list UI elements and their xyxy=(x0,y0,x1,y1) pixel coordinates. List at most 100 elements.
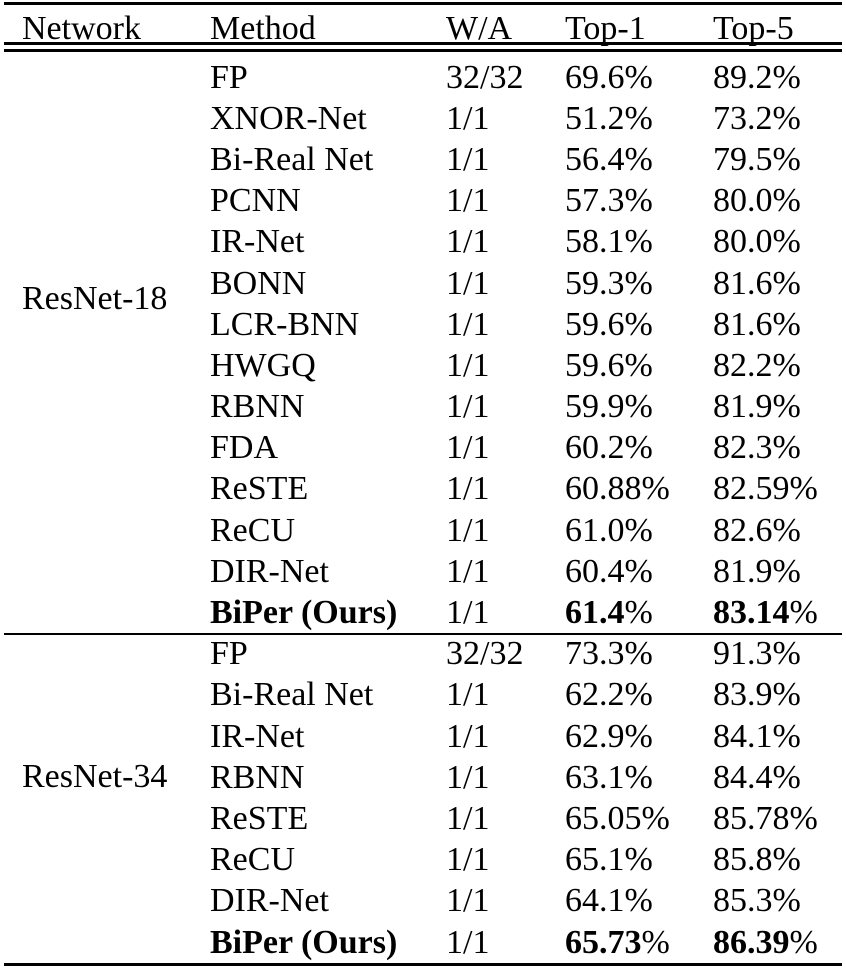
top1-value: 57.3 xyxy=(565,182,625,220)
wa-cell: 1/1 xyxy=(446,140,490,178)
top1-cell: 57.3% xyxy=(543,181,691,222)
top1-cell: 61.4% xyxy=(543,592,691,633)
rule-section-divider xyxy=(4,633,842,635)
top5-cell: 82.3% xyxy=(691,428,846,469)
percent-sign: % xyxy=(772,841,801,879)
wa-cell: 1/1 xyxy=(446,388,490,426)
top1-cell: 65.1% xyxy=(543,840,691,881)
top5-cell: 83.9% xyxy=(691,675,846,716)
percent-sign: % xyxy=(772,676,801,714)
top1-value: 63.1 xyxy=(565,758,625,796)
top5-cell: 81.9% xyxy=(691,551,846,592)
method-cell: ReCU xyxy=(210,841,295,879)
top1-value: 61.0 xyxy=(565,511,625,549)
percent-sign: % xyxy=(624,58,653,96)
top1-value: 73.3 xyxy=(565,635,625,673)
top5-cell: 84.4% xyxy=(691,757,846,798)
top1-value: 59.3 xyxy=(565,264,625,302)
wa-cell: 1/1 xyxy=(446,99,490,137)
top5-value: 85.78 xyxy=(713,799,790,837)
top5-cell: 83.14% xyxy=(691,592,846,633)
top5-value: 89.2 xyxy=(713,58,773,96)
percent-sign: % xyxy=(624,182,653,220)
rule-top xyxy=(4,2,842,5)
wa-cell: 32/32 xyxy=(446,635,524,673)
top1-cell: 73.3% xyxy=(543,634,691,675)
method-cell: LCR-BNN xyxy=(210,305,360,343)
top1-cell: 62.2% xyxy=(543,675,691,716)
wa-cell: 32/32 xyxy=(446,58,524,96)
method-cell: ReSTE xyxy=(210,799,309,837)
top5-value: 82.2 xyxy=(713,346,773,384)
top5-value: 82.6 xyxy=(713,511,773,549)
top5-value: 86.39 xyxy=(713,923,790,961)
percent-sign: % xyxy=(772,182,801,220)
top5-value: 82.3 xyxy=(713,429,773,467)
wa-cell: 1/1 xyxy=(446,264,490,302)
rule-header-double-2 xyxy=(4,49,842,52)
top1-cell: 59.6% xyxy=(543,345,691,386)
column-header-wa: W/A xyxy=(446,9,513,47)
method-cell: FP xyxy=(210,58,248,96)
top1-value: 60.2 xyxy=(565,429,625,467)
method-cell: Bi-Real Net xyxy=(210,676,374,714)
top1-value: 62.9 xyxy=(565,717,625,755)
method-cell: Bi-Real Net xyxy=(210,140,374,178)
percent-sign: % xyxy=(789,594,818,632)
wa-cell: 1/1 xyxy=(446,305,490,343)
top1-value: 59.9 xyxy=(565,388,625,426)
top1-value: 65.05 xyxy=(565,799,642,837)
percent-sign: % xyxy=(624,264,653,302)
method-cell: DIR-Net xyxy=(210,552,329,590)
top1-value: 60.4 xyxy=(565,552,625,590)
top1-cell: 60.4% xyxy=(543,551,691,592)
top5-cell: 82.6% xyxy=(691,510,846,551)
top5-value: 81.9 xyxy=(713,388,773,426)
top5-value: 81.6 xyxy=(713,305,773,343)
column-header-method: Method xyxy=(210,9,316,47)
top5-cell: 80.0% xyxy=(691,181,846,222)
percent-sign: % xyxy=(624,676,653,714)
percent-sign: % xyxy=(772,140,801,178)
top1-value: 51.2 xyxy=(565,99,625,137)
method-cell: ReSTE xyxy=(210,470,309,508)
top1-cell: 69.6% xyxy=(543,57,691,98)
top1-value: 59.6 xyxy=(565,346,625,384)
top5-value: 83.14 xyxy=(713,594,790,632)
method-cell: DIR-Net xyxy=(210,882,329,920)
top1-cell: 56.4% xyxy=(543,139,691,180)
top1-cell: 61.0% xyxy=(543,510,691,551)
percent-sign: % xyxy=(624,429,653,467)
percent-sign: % xyxy=(772,552,801,590)
percent-sign: % xyxy=(641,923,670,961)
percent-sign: % xyxy=(772,429,801,467)
wa-cell: 1/1 xyxy=(446,923,490,961)
top5-value: 82.59 xyxy=(713,470,790,508)
method-cell: ReCU xyxy=(210,511,295,549)
percent-sign: % xyxy=(772,305,801,343)
top5-value: 80.0 xyxy=(713,223,773,261)
wa-cell: 1/1 xyxy=(446,470,490,508)
wa-cell: 1/1 xyxy=(446,841,490,879)
top5-value: 80.0 xyxy=(713,182,773,220)
top5-cell: 82.2% xyxy=(691,345,846,386)
top1-cell: 62.9% xyxy=(543,716,691,757)
network-label-text: ResNet-34 xyxy=(22,758,168,796)
method-cell: XNOR-Net xyxy=(210,99,367,137)
top5-value: 79.5 xyxy=(713,140,773,178)
top5-value: 85.8 xyxy=(713,841,773,879)
percent-sign: % xyxy=(789,923,818,961)
top1-cell: 59.9% xyxy=(543,387,691,428)
top1-cell: 60.88% xyxy=(543,469,691,510)
wa-cell: 1/1 xyxy=(446,511,490,549)
wa-cell: 1/1 xyxy=(446,758,490,796)
top5-cell: 86.39% xyxy=(691,922,846,963)
percent-sign: % xyxy=(772,717,801,755)
percent-sign: % xyxy=(624,511,653,549)
percent-sign: % xyxy=(772,635,801,673)
top1-value: 56.4 xyxy=(565,140,625,178)
percent-sign: % xyxy=(772,58,801,96)
column-header-top1: Top-1 xyxy=(565,9,646,47)
